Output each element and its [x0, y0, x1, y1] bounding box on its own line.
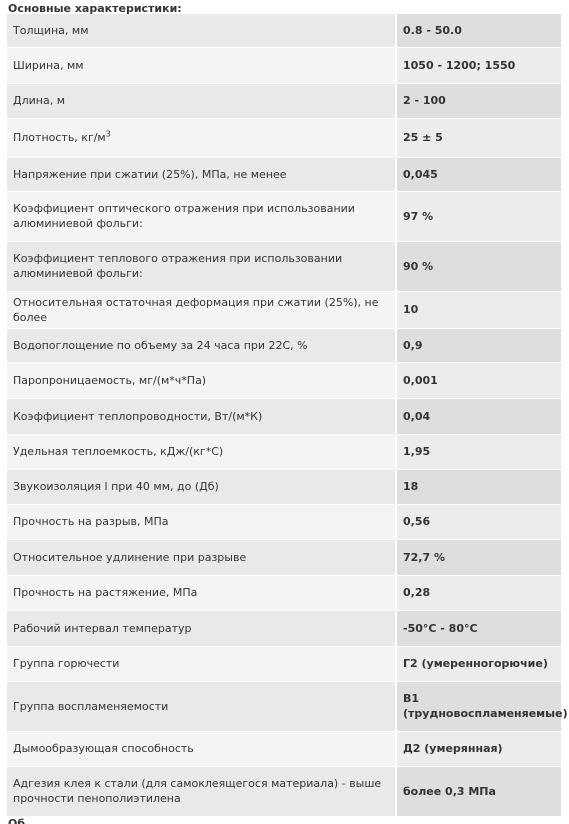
row-name: Адгезия клея к стали (для самоклеящегося…	[7, 766, 397, 817]
row-name-superscript: 3	[105, 129, 111, 139]
row-value: 72,7 %	[396, 539, 561, 576]
row-value: 0,04	[396, 398, 561, 435]
row-name: Звукоизоляция l при 40 мм, до (Дб)	[7, 469, 397, 505]
row-value: 25 ± 5	[396, 118, 561, 158]
row-name: Прочность на разрыв, МПа	[7, 504, 397, 540]
row-value: 0,56	[396, 504, 561, 540]
row-value: 0,001	[396, 362, 561, 399]
row-value: Д2 (умерянная)	[396, 731, 561, 767]
row-name: Рабочий интервал температур	[7, 610, 397, 647]
table-row: Толщина, мм 0.8 - 50.0	[7, 14, 561, 48]
table-row: Длина, м 2 - 100	[7, 83, 561, 119]
row-name: Прочность на растяжение, МПа	[7, 575, 397, 611]
row-name: Напряжение при сжатии (25%), МПа, не мен…	[7, 157, 397, 192]
row-name: Коэффициент теплопроводности, Вт/(м*К)	[7, 398, 397, 435]
row-name: Паропроницаемость, мг/(м*ч*Па)	[7, 362, 397, 399]
table-row: Группа воспламеняемости В1 (трудновоспла…	[7, 681, 568, 732]
row-value: 10	[396, 291, 561, 329]
row-name: Коэффициент теплового отражения при испо…	[7, 241, 397, 292]
row-value: В1 (трудновоспламеняемые)	[396, 681, 568, 732]
table-row: Паропроницаемость, мг/(м*ч*Па) 0,001	[7, 362, 561, 399]
row-value: 90 %	[396, 241, 561, 292]
row-name: Группа горючести	[7, 646, 397, 682]
table-row: Плотность, кг/м3 25 ± 5	[7, 118, 561, 158]
row-value: 0.8 - 50.0	[396, 14, 561, 48]
row-name: Коэффициент оптического отражения при ис…	[7, 191, 397, 242]
row-value: 2 - 100	[396, 83, 561, 119]
row-value: Г2 (умеренногорючие)	[396, 646, 561, 682]
row-name: Толщина, мм	[7, 14, 397, 48]
row-value: 18	[396, 469, 561, 505]
table-row: Коэффициент оптического отражения при ис…	[7, 191, 561, 242]
table-row: Прочность на растяжение, МПа 0,28	[7, 575, 561, 611]
row-name: Группа воспламеняемости	[7, 681, 397, 732]
table-row: Коэффициент теплопроводности, Вт/(м*К) 0…	[7, 398, 561, 435]
table-row: Относительное удлинение при разрыве 72,7…	[7, 539, 561, 576]
row-name: Относительное удлинение при разрыве	[7, 539, 397, 576]
row-name: Дымообразующая способность	[7, 731, 397, 767]
row-value: 97 %	[396, 191, 561, 242]
next-section-heading: Об	[8, 818, 25, 824]
row-name: Относительная остаточная деформация при …	[7, 291, 397, 329]
row-name: Водопоглощение по объему за 24 часа при …	[7, 328, 397, 363]
table-row: Дымообразующая способность Д2 (умерянная…	[7, 731, 561, 767]
row-value: 0,9	[396, 328, 561, 363]
table-row: Ширина, мм 1050 - 1200; 1550	[7, 47, 561, 84]
table-row: Напряжение при сжатии (25%), МПа, не мен…	[7, 157, 561, 192]
table-row: Прочность на разрыв, МПа 0,56	[7, 504, 561, 540]
row-value: 0,28	[396, 575, 561, 611]
table-row: Адгезия клея к стали (для самоклеящегося…	[7, 766, 561, 817]
characteristics-table: Толщина, мм 0.8 - 50.0 Ширина, мм 1050 -…	[7, 14, 568, 817]
row-name: Ширина, мм	[7, 47, 397, 84]
row-name-text: Плотность, кг/м	[13, 131, 106, 144]
row-value: 1,95	[396, 434, 561, 470]
row-value: более 0,3 МПа	[396, 766, 561, 817]
table-row: Удельная теплоемкость, кДж/(кг*С) 1,95	[7, 434, 561, 470]
row-name: Плотность, кг/м3	[7, 118, 397, 158]
table-row: Относительная остаточная деформация при …	[7, 291, 561, 329]
table-row: Водопоглощение по объему за 24 часа при …	[7, 328, 561, 363]
table-row: Коэффициент теплового отражения при испо…	[7, 241, 561, 292]
table-row: Группа горючести Г2 (умеренногорючие)	[7, 646, 561, 682]
section-heading: Основные характеристики:	[8, 2, 182, 15]
row-value: 0,045	[396, 157, 561, 192]
row-value: -50°С - 80°С	[396, 610, 561, 647]
table-row: Рабочий интервал температур -50°С - 80°С	[7, 610, 561, 647]
row-name: Удельная теплоемкость, кДж/(кг*С)	[7, 434, 397, 470]
row-name: Длина, м	[7, 83, 397, 119]
table-row: Звукоизоляция l при 40 мм, до (Дб) 18	[7, 469, 561, 505]
row-value: 1050 - 1200; 1550	[396, 47, 561, 84]
